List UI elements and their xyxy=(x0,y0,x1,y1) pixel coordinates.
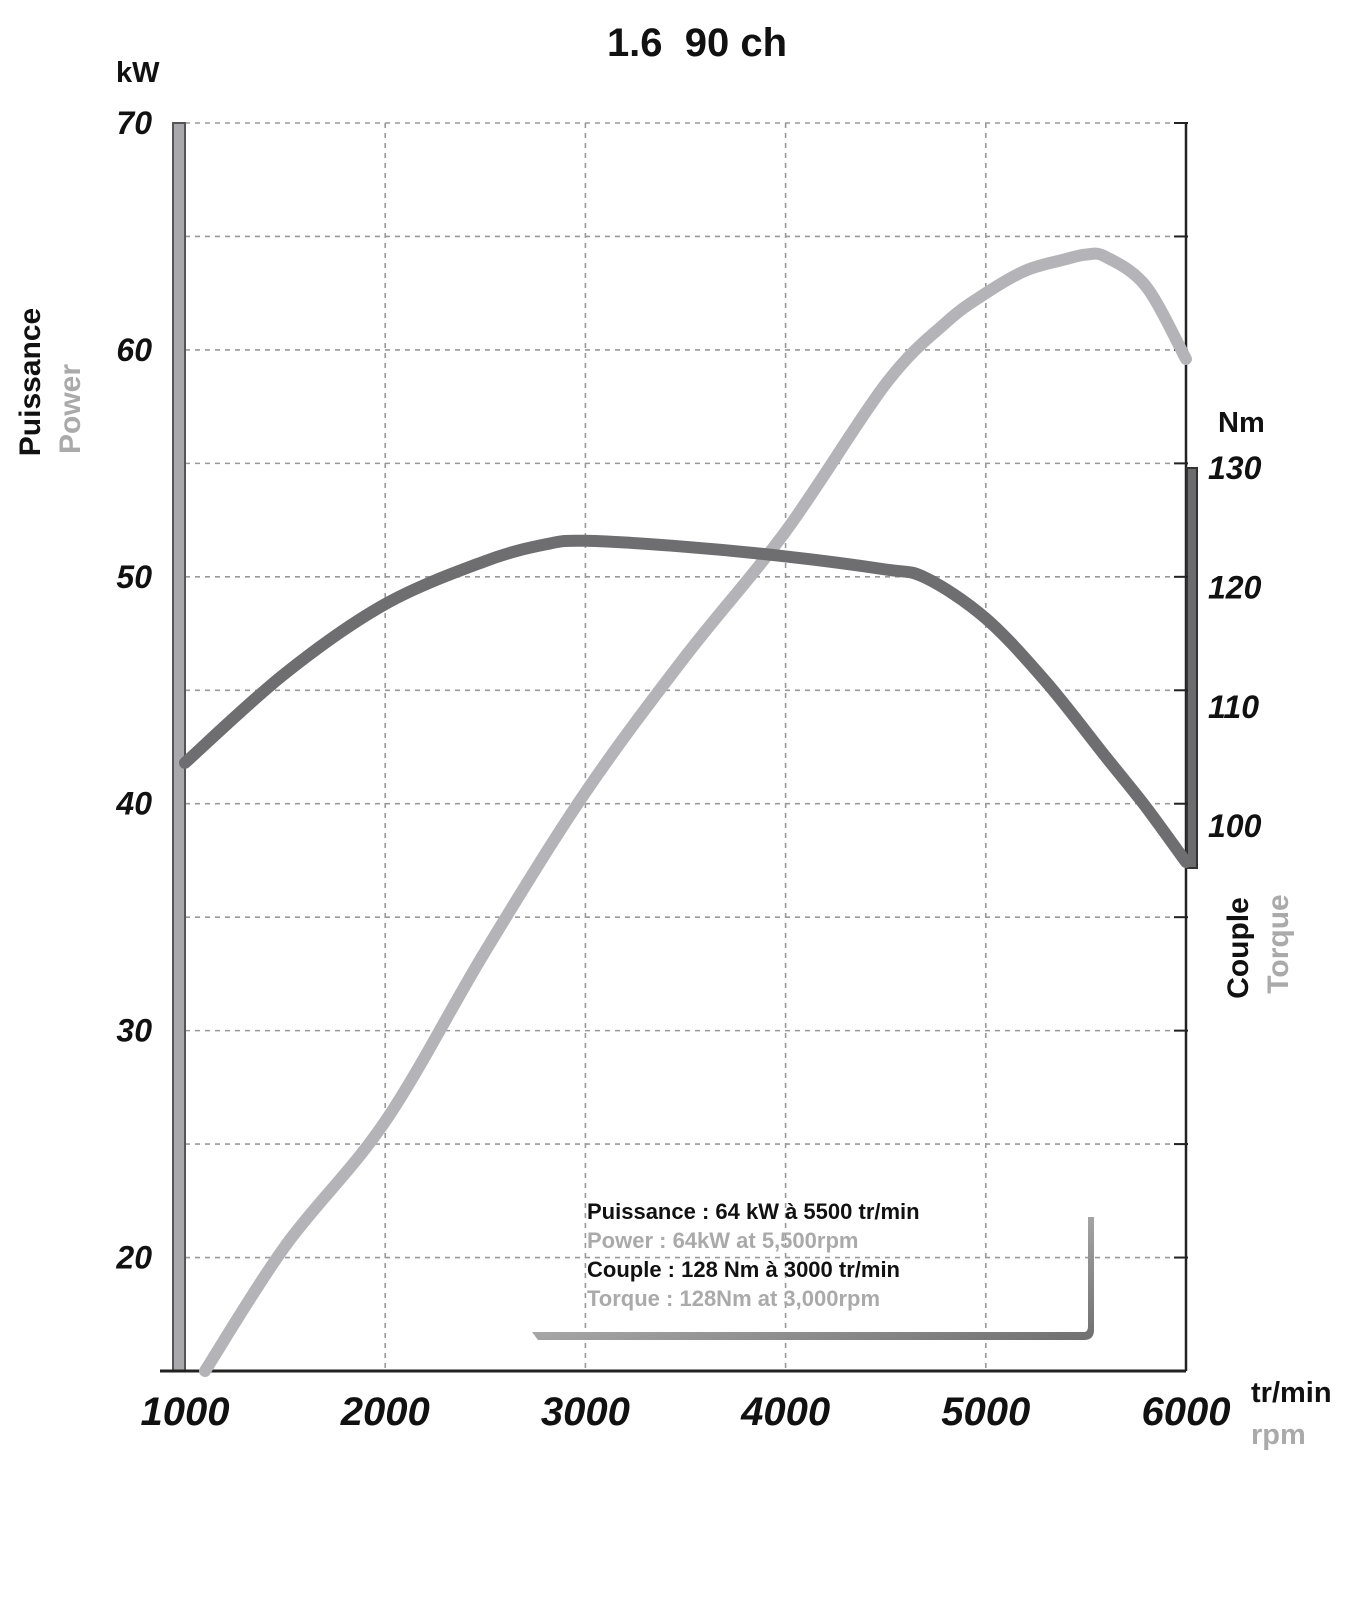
y-right-tick-label: 130 xyxy=(1208,450,1262,486)
info-line-1: Puissance : 64 kW à 5500 tr/min xyxy=(587,1199,920,1224)
x-unit-primary: tr/min xyxy=(1251,1377,1332,1409)
y-left-title-secondary: Power xyxy=(54,364,87,454)
tick-labels: 20 30 40 50 60 70 100 110 120 130 1000 2000 3000 4000… xyxy=(115,105,1261,1434)
info-box: Puissance : 64 kW à 5500 tr/min Power : … xyxy=(532,1199,1094,1340)
y-right-tick-label: 120 xyxy=(1208,569,1262,605)
y-left-tick-label: 40 xyxy=(115,786,152,822)
x-tick-label: 2000 xyxy=(340,1390,430,1434)
x-tick-label: 5000 xyxy=(941,1390,1030,1434)
y-left-title-primary: Puissance xyxy=(14,308,47,456)
right-axis-ticks xyxy=(1174,122,1188,1259)
power-curve xyxy=(199,247,1192,1377)
torque-curve xyxy=(179,534,1192,868)
y-right-tick-label: 100 xyxy=(1208,808,1262,844)
x-tick-label: 3000 xyxy=(541,1390,630,1434)
info-line-2: Power : 64kW at 5,500rpm xyxy=(587,1228,858,1253)
y-left-tick-label: 30 xyxy=(116,1013,152,1049)
y-left-tick-label: 20 xyxy=(115,1240,152,1276)
y-left-tick-label: 70 xyxy=(116,105,152,141)
right-axis-torque-bar xyxy=(1186,467,1198,869)
y-left-tick-label: 60 xyxy=(116,332,152,368)
info-line-4: Torque : 128Nm at 3,000rpm xyxy=(587,1286,880,1311)
info-line-3: Couple : 128 Nm à 3000 tr/min xyxy=(587,1257,900,1282)
x-tick-label: 1000 xyxy=(141,1390,230,1434)
x-unit-secondary: rpm xyxy=(1251,1419,1306,1451)
x-tick-label: 4000 xyxy=(740,1390,830,1434)
y-right-title-secondary: Torque xyxy=(1262,894,1295,993)
x-tick-label: 6000 xyxy=(1142,1390,1231,1434)
y-right-tick-label: 110 xyxy=(1208,689,1259,725)
y-left-tick-label: 50 xyxy=(116,559,152,595)
grid xyxy=(185,122,1186,1371)
left-axis-bar xyxy=(172,122,186,1372)
chart-title: 1.6 90 ch xyxy=(607,21,787,65)
y-right-title-primary: Couple xyxy=(1222,897,1255,999)
y-left-unit: kW xyxy=(116,57,160,89)
y-right-unit: Nm xyxy=(1218,407,1265,439)
